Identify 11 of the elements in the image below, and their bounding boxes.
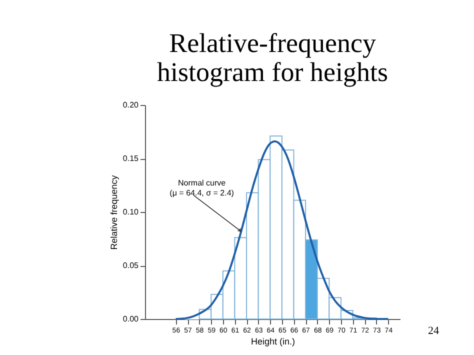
text: histogram for heights xyxy=(157,57,388,87)
y-tick-label: 0.15 xyxy=(122,154,140,163)
annotation: Normal curve (μ = 64.4, σ = 2.4) xyxy=(170,178,234,198)
y-tick-label: 0.20 xyxy=(122,100,140,110)
y-axis-title: Relative frequency xyxy=(108,174,119,250)
y-tick-label: 0.10 xyxy=(122,208,140,216)
text: Relative-frequency xyxy=(169,28,376,58)
text: 24 xyxy=(428,325,440,337)
y-tick-label: 0.05 xyxy=(122,261,140,270)
x-axis-title: Height (in.) xyxy=(250,336,296,346)
y-tick-label: 0.00 xyxy=(122,314,140,324)
